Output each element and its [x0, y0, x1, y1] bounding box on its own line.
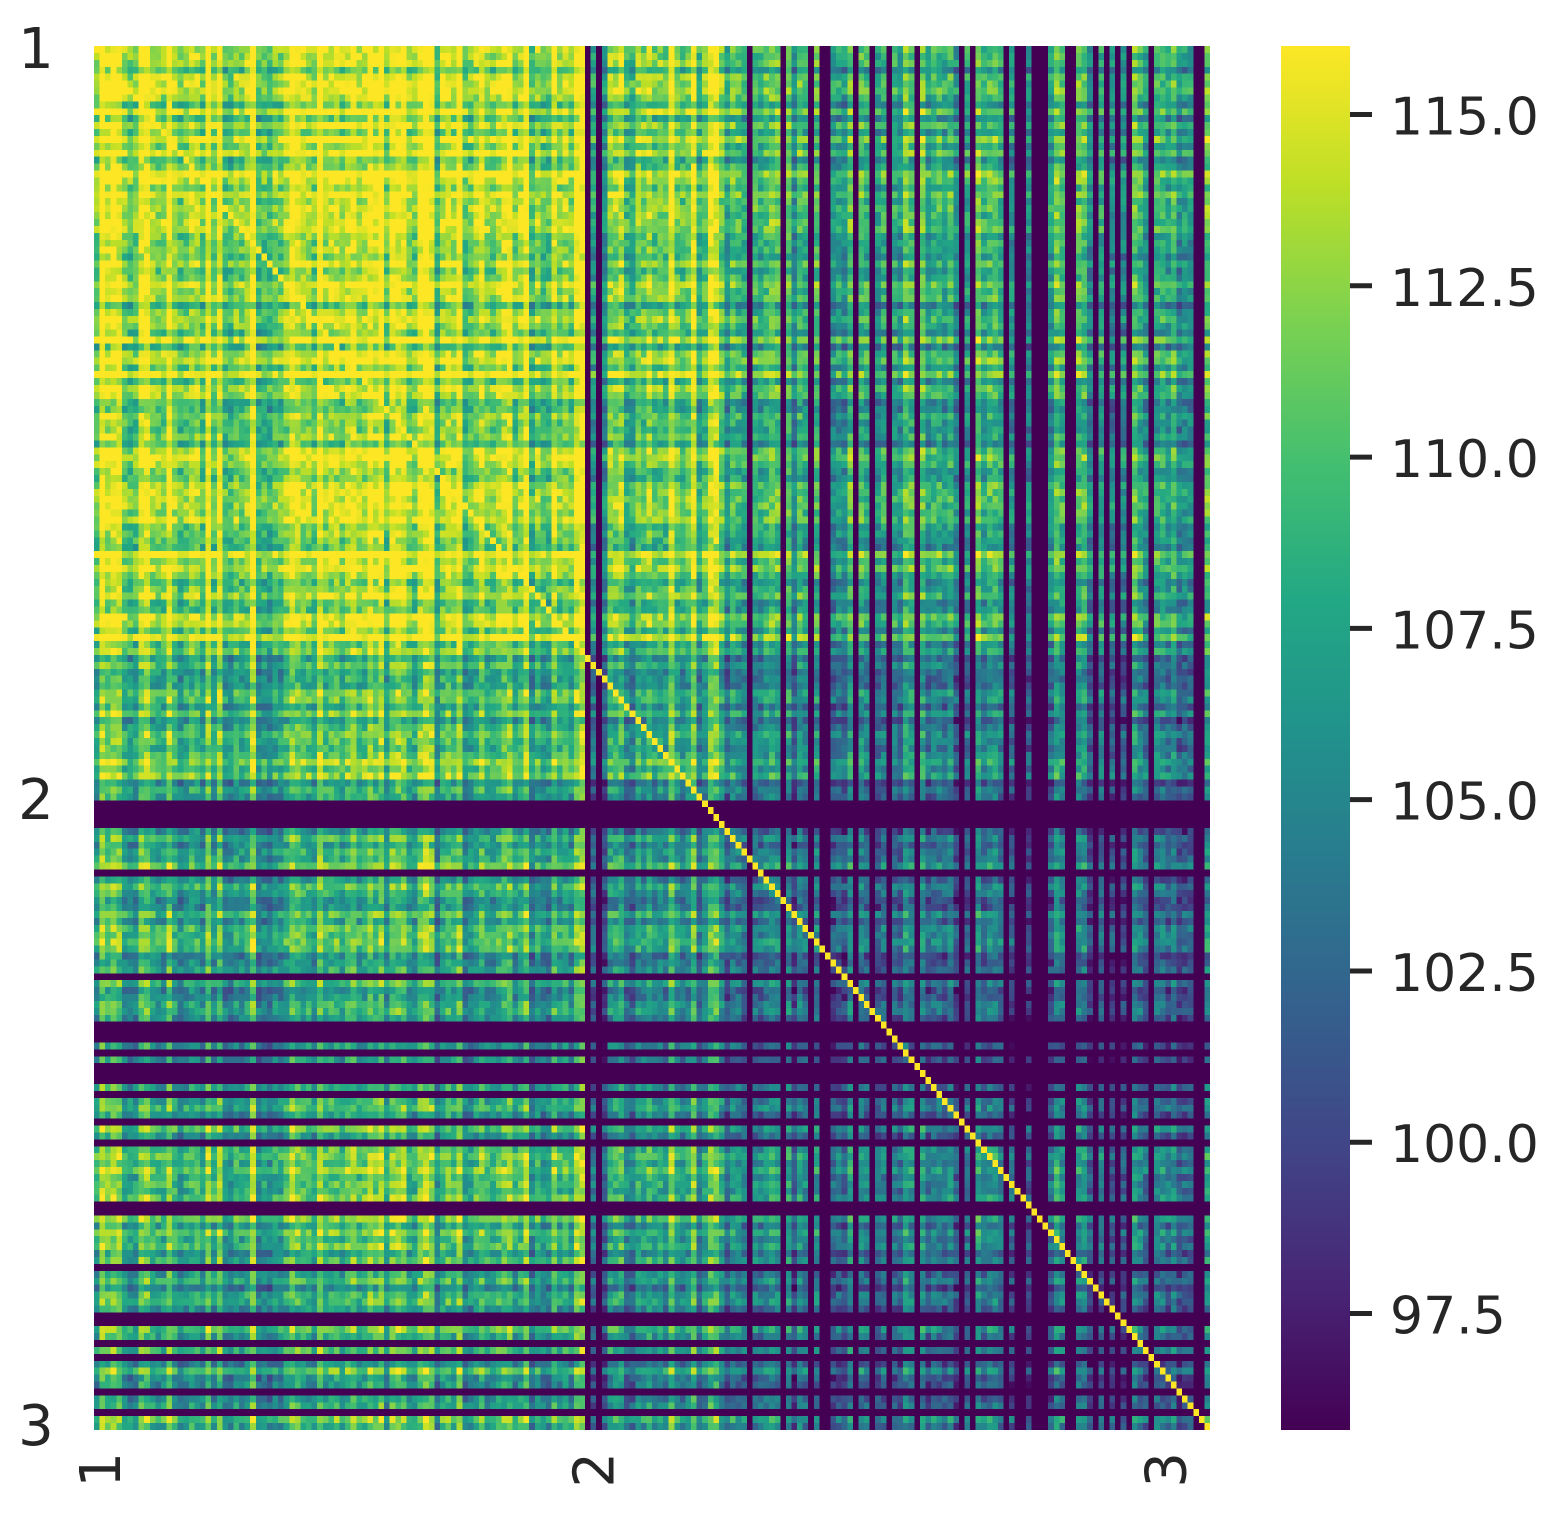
row-tick-labels: 1 2 3	[18, 17, 54, 1459]
column-tick-label: 2	[563, 1452, 628, 1488]
column-tick-label: 3	[1135, 1452, 1200, 1488]
colorbar-tick-label: 102.5	[1390, 944, 1539, 1004]
colorbar: 97.5 100.0 102.5 105.0 107.5 110.0 112.5 115.0	[1281, 46, 1539, 1430]
colorbar-tick-label: 107.5	[1390, 601, 1539, 661]
row-tick-label: 2	[18, 768, 54, 833]
row-tick-label: 3	[18, 1394, 54, 1459]
column-tick-label: 1	[69, 1452, 134, 1488]
colorbar-tick-label: 97.5	[1390, 1287, 1506, 1347]
heatmap-cells	[94, 46, 1210, 1430]
heatmap-image	[94, 46, 1210, 1430]
colorbar-tick-label: 100.0	[1390, 1115, 1539, 1175]
colorbar-tick-label: 115.0	[1390, 88, 1539, 148]
colorbar-tick-label: 105.0	[1390, 773, 1539, 833]
colorbar-ticks: 97.5 100.0 102.5 105.0 107.5 110.0 112.5 115.0	[1350, 88, 1539, 1347]
colorbar-tick-label: 110.0	[1390, 430, 1539, 490]
row-tick-label: 1	[18, 17, 54, 82]
column-tick-labels: 1 2 3	[69, 1452, 1200, 1488]
colorbar-gradient	[1281, 46, 1350, 1430]
colorbar-tick-label: 112.5	[1390, 259, 1539, 319]
